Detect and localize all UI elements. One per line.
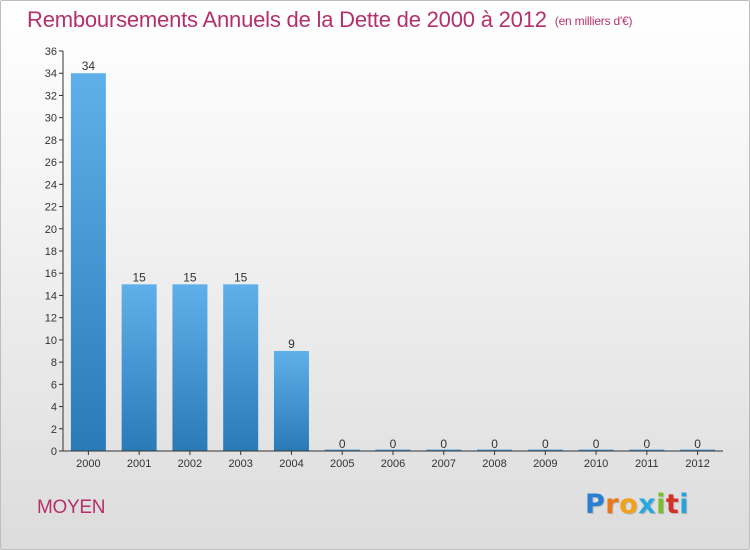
y-tick-label: 6: [51, 379, 57, 391]
data-label: 0: [694, 437, 701, 451]
y-tick-label: 8: [51, 357, 57, 369]
x-tick-label: 2008: [482, 458, 506, 470]
x-tick-label: 2012: [685, 458, 709, 470]
bar: [527, 449, 563, 451]
data-label: 0: [339, 437, 346, 451]
logo-letter: x: [638, 489, 657, 520]
bar: [578, 449, 614, 451]
y-tick-label: 10: [45, 335, 57, 347]
commune-name: MOYEN: [37, 497, 106, 518]
y-tick-label: 26: [45, 157, 57, 169]
data-label: 0: [491, 437, 498, 451]
data-label: 0: [440, 437, 447, 451]
logo-letter: i: [679, 489, 690, 520]
y-tick-label: 30: [45, 113, 57, 125]
bar: [375, 449, 411, 451]
bars-group: 34 15 15 15 9 0 0 0 0 0 0 0 0: [70, 59, 716, 451]
y-tick-label: 28: [45, 135, 57, 147]
y-tick-label: 24: [45, 179, 57, 191]
y-tick-label: 0: [51, 446, 57, 458]
bar: [223, 284, 259, 451]
chart-title: Remboursements Annuels de la Dette de 20…: [27, 7, 633, 33]
y-tick-label: 22: [45, 202, 57, 214]
logo-letter: o: [619, 489, 639, 520]
bar: [629, 449, 665, 451]
y-tick-label: 16: [45, 268, 57, 280]
bar: [324, 449, 360, 451]
x-tick-label: 2004: [279, 458, 303, 470]
logo-letter: r: [605, 489, 620, 520]
data-label: 0: [542, 437, 549, 451]
data-label: 9: [288, 337, 295, 351]
chart-subtitle: (en milliers d'€): [554, 14, 633, 28]
logo-letter: i: [656, 489, 666, 520]
y-tick-label: 18: [45, 246, 57, 258]
axes-group: 2000 2001 2002 2003 2004 2005 2006 2007 2008 2009…: [45, 46, 723, 470]
data-label: 0: [644, 437, 651, 451]
bar: [680, 449, 716, 451]
x-tick-label: 2010: [584, 458, 608, 470]
y-tick-label: 20: [45, 224, 57, 236]
x-tick-label: 2000: [76, 458, 100, 470]
bar: [426, 449, 462, 451]
data-label: 34: [82, 59, 96, 73]
title-text: Remboursements Annuels de la Dette de 20…: [27, 7, 547, 32]
data-label: 15: [183, 270, 197, 284]
y-tick-label: 32: [45, 90, 57, 102]
data-label: 15: [234, 270, 248, 284]
x-tick-label: 2003: [228, 458, 252, 470]
x-tick-label: 2009: [533, 458, 557, 470]
x-tick-label: 2007: [432, 458, 456, 470]
bar: [172, 284, 208, 451]
x-tick-label: 2005: [330, 458, 354, 470]
bar: [70, 73, 106, 451]
bar: [273, 351, 309, 451]
y-tick-label: 36: [45, 46, 57, 58]
x-tick-label: 2011: [635, 458, 659, 470]
bar: [477, 449, 513, 451]
y-tick-label: 2: [51, 424, 57, 436]
logo-letter: P: [585, 489, 606, 520]
data-label: 15: [132, 270, 146, 284]
y-tick-label: 4: [51, 402, 57, 414]
x-tick-label: 2006: [381, 458, 405, 470]
y-tick-label: 14: [45, 290, 57, 302]
bar: [121, 284, 157, 451]
y-tick-label: 12: [45, 313, 57, 325]
y-tick-label: 34: [45, 68, 57, 80]
logo-letter: t: [665, 489, 680, 520]
data-label: 0: [390, 437, 397, 451]
proxiti-logo: Proxiti: [585, 489, 689, 520]
x-tick-label: 2001: [127, 458, 151, 470]
data-label: 0: [593, 437, 600, 451]
x-tick-label: 2002: [178, 458, 202, 470]
